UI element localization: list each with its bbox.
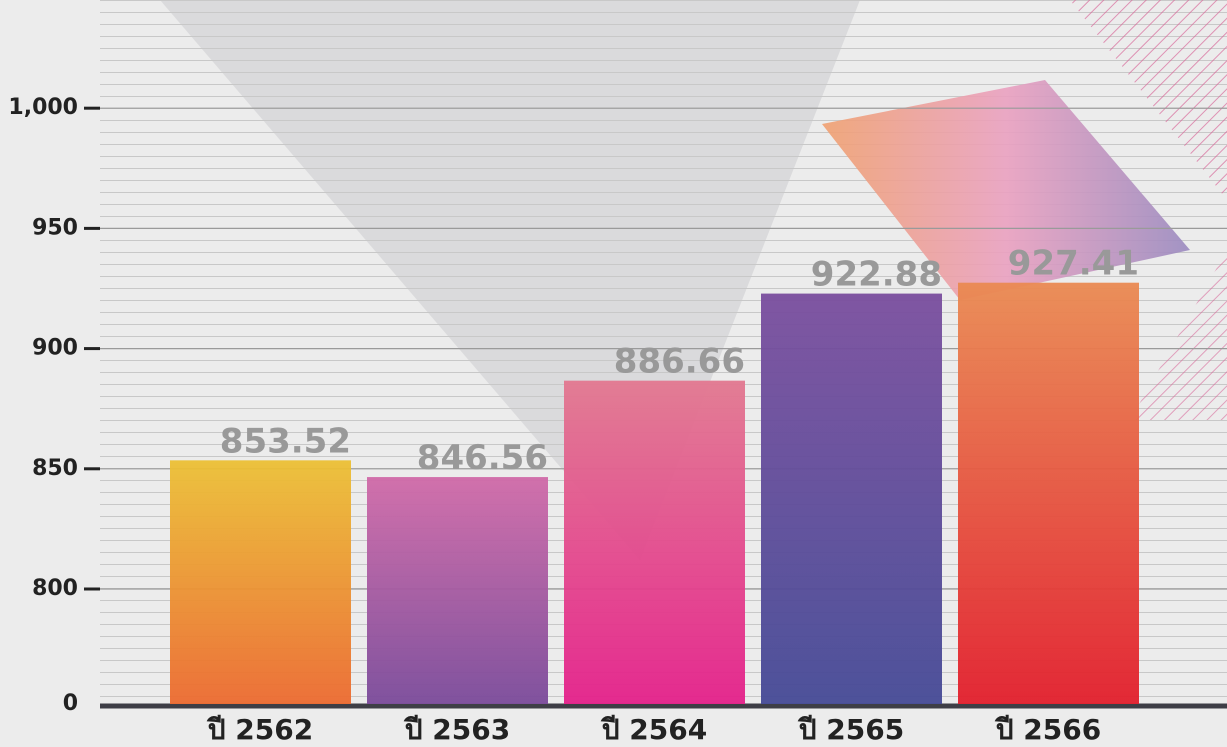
bar xyxy=(367,477,548,704)
bar xyxy=(761,293,942,704)
value-label: 846.56 xyxy=(417,438,548,478)
y-tick-label: 1,000 xyxy=(8,95,78,120)
x-tick-label: ปี 2562 xyxy=(206,713,313,746)
x-tick-label: ปี 2566 xyxy=(994,713,1101,746)
y-tick-label: 900 xyxy=(32,336,78,361)
bar xyxy=(958,282,1139,704)
x-tick-label: ปี 2564 xyxy=(600,713,707,746)
value-label: 886.66 xyxy=(614,342,745,382)
value-label: 927.41 xyxy=(1008,244,1139,284)
value-label: 853.52 xyxy=(220,421,351,461)
x-tick-label: ปี 2565 xyxy=(797,713,904,746)
y-tick-label: 850 xyxy=(32,456,78,481)
y-tick-label: 0 xyxy=(63,691,78,716)
y-tick-label: 950 xyxy=(32,215,78,240)
bar xyxy=(564,380,745,704)
value-label: 922.88 xyxy=(811,255,942,295)
x-tick-label: ปี 2563 xyxy=(403,713,510,746)
bar xyxy=(170,460,351,704)
y-tick-label: 800 xyxy=(32,576,78,601)
